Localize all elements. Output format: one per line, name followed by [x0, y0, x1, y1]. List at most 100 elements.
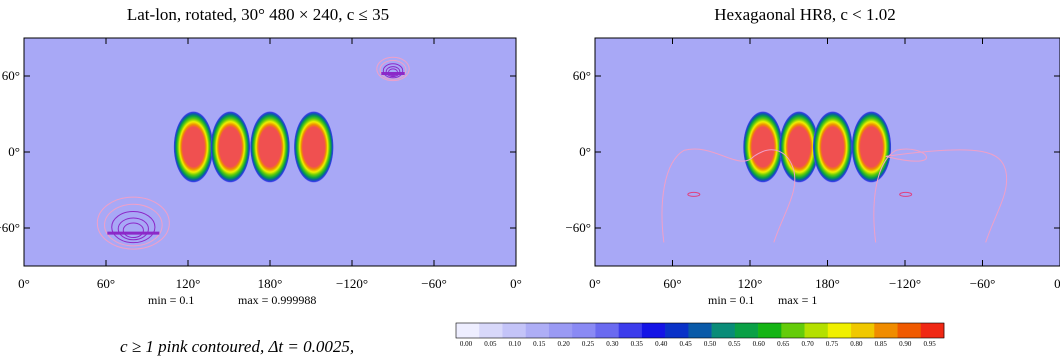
colorbar-tick-label: 0.45 [679, 340, 692, 348]
contours-left [96, 56, 410, 250]
min-label-left: min = 0.1 [148, 293, 194, 307]
colorbar-tick-label: 0.10 [509, 340, 522, 348]
colorbar-swatch [734, 323, 759, 338]
colorbar-tick-label: 0.90 [899, 340, 912, 348]
colorbar-tick-label: 0.70 [801, 340, 814, 348]
colorbar-swatch [851, 323, 875, 338]
y-tick-label: −60° [0, 220, 20, 235]
pink-contour-group-1 [873, 148, 1008, 243]
x-tick-label: 0° [589, 276, 601, 291]
x-tick-label: 0° [1054, 276, 1060, 291]
contour-ring [379, 60, 407, 80]
contour-small [899, 191, 913, 197]
x-tick-label: −60° [970, 276, 996, 291]
colorbar-tick-label: 0.50 [704, 340, 717, 348]
contour-ring [117, 217, 149, 241]
colorbar-swatch [711, 323, 736, 338]
colorbar-swatch [525, 323, 550, 338]
contours-right [661, 148, 1008, 243]
pink-contour-group-1 [376, 56, 410, 82]
contour-ring [122, 222, 144, 239]
x-tick-label: 60° [663, 276, 681, 291]
contour-line [661, 148, 796, 243]
x-tick-label: 0° [18, 276, 30, 291]
x-tick-label: 0° [510, 276, 522, 291]
blob-0 [742, 110, 783, 183]
blob-1 [779, 110, 820, 183]
contour-line [873, 148, 1008, 243]
y-tick-label: 0° [8, 144, 20, 159]
max-label-left: max = 0.999988 [238, 293, 316, 307]
axis-ticks-left: 0° 60° 120° 180° −120° −60° 0° 60° 0° −60° [0, 38, 522, 291]
x-tick-label: 180° [815, 276, 840, 291]
colorbar-swatch [897, 323, 922, 338]
colorbar-tick-label: 0.35 [631, 340, 644, 348]
colorbar-tick-label: 0.55 [728, 340, 741, 348]
colorbar-tick-label: 0.95 [923, 340, 936, 348]
x-tick-label: −120° [889, 276, 921, 291]
colorbar-swatch [758, 323, 782, 338]
blob-2 [250, 110, 290, 183]
x-tick-label: 120° [176, 276, 201, 291]
colorbar-frame [455, 322, 945, 339]
colorbar-tick-label: 0.60 [753, 340, 766, 348]
colorbar-tick-label: 0.30 [606, 340, 619, 348]
chart-title-right: Hexagaonal HR8, c < 1.02 [714, 5, 895, 24]
blob-3 [293, 110, 334, 183]
x-tick-label: −60° [421, 276, 447, 291]
colorbar-tick-label: 0.00 [460, 340, 473, 348]
colorbar-swatch [618, 323, 643, 338]
colorbar-tick-label: 0.65 [777, 340, 790, 348]
colorbar-tick-label: 0.85 [875, 340, 888, 348]
colorbar-tick-label: 0.15 [533, 340, 546, 348]
colorbar-swatch [502, 323, 527, 338]
x-tick-label: 60° [97, 276, 115, 291]
max-label-right: max = 1 [778, 293, 817, 307]
colorbar-swatch [641, 323, 666, 338]
colorbar-swatch [572, 323, 596, 338]
blob-3 [851, 110, 892, 183]
panel-right: Hexagaonal HR8, c < 1.02 0° 60° 120° 180° −1… [565, 5, 1060, 307]
y-tick-label: 60° [573, 68, 591, 83]
y-tick-label: 60° [2, 68, 20, 83]
blob-2 [812, 110, 853, 183]
colorbar: 0.00 0.05 0.10 0.15 0.20 0.25 0.30 0.35 0.40 0.45… [455, 322, 945, 348]
colorbar-tick-label: 0.05 [484, 340, 497, 348]
blobs-left [173, 110, 334, 183]
pink-contour-group-0 [661, 148, 796, 243]
colorbar-swatch [665, 323, 689, 338]
x-tick-label: 120° [738, 276, 763, 291]
blobs-right [742, 110, 892, 183]
y-tick-label: −60° [565, 220, 591, 235]
colorbar-swatch [456, 323, 480, 338]
colorbar-swatch [595, 323, 619, 338]
colorbar-swatch [804, 323, 829, 338]
contour-ring [382, 63, 404, 79]
y-tick-label: 0° [579, 144, 591, 159]
contour-ring [385, 66, 401, 77]
contour-ring [376, 56, 410, 82]
contour-ring [104, 203, 163, 247]
colorbar-swatch [874, 323, 898, 338]
blob-1 [210, 110, 251, 183]
axis-ticks-right: 0° 60° 120° 180° −120° −60° 0° 60° 0° −60° [565, 38, 1060, 291]
colorbar-swatch [827, 323, 852, 338]
colorbar-swatch [781, 323, 805, 338]
colorbar-swatch [548, 323, 573, 338]
chart-title-left: Lat-lon, rotated, 30° 480 × 240, c ≤ 35 [127, 5, 389, 24]
contour-ring [96, 196, 170, 250]
contour-ring [111, 210, 156, 244]
colorbar-swatch [920, 323, 945, 338]
panel-left: Lat-lon, rotated, 30° 480 × 240, c ≤ 35 … [0, 5, 522, 307]
colorbar-tick-label: 0.80 [850, 340, 863, 348]
contour-small [687, 191, 701, 197]
x-tick-label: 180° [258, 276, 283, 291]
x-tick-label: −120° [336, 276, 368, 291]
colorbar-tick-label: 0.40 [655, 340, 668, 348]
pink-contour-group-0 [96, 196, 170, 250]
caption-text: c ≥ 1 pink contoured, Δt = 0.0025, [120, 337, 354, 356]
colorbar-tick-label: 0.25 [582, 340, 595, 348]
min-label-right: min = 0.1 [708, 293, 754, 307]
colorbar-swatch [688, 323, 712, 338]
